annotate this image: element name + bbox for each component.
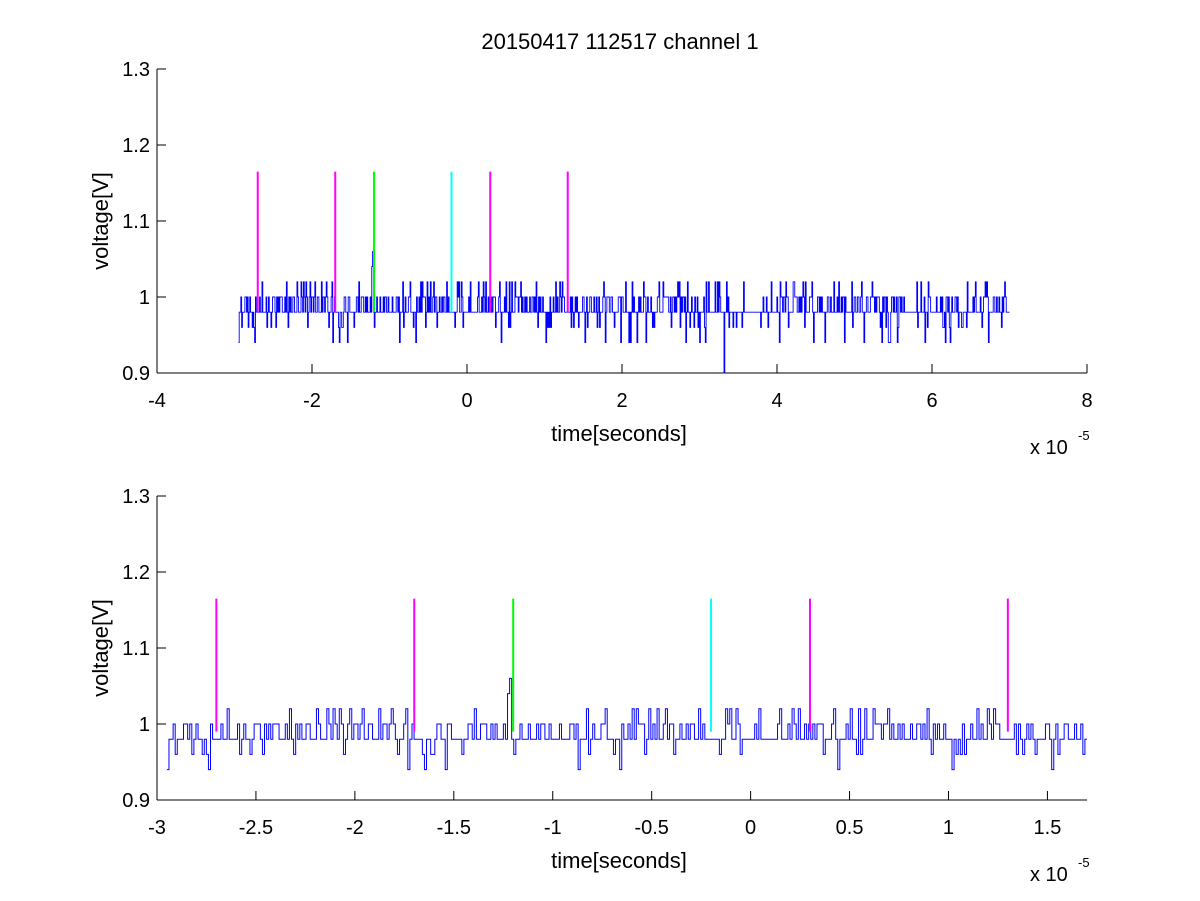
figure-title: 20150417 112517 channel 1: [481, 29, 758, 54]
x-exponent-value: -5: [1078, 428, 1090, 443]
x-tick-label: -2: [346, 817, 364, 839]
x-tick-label: 1: [943, 817, 954, 839]
bottom-subplot: -3 -2.5 -2 -1.5 -1 -0.5 0 0.5 1 1.5 0.9 1 1.1 1.2 1.3 t…: [88, 486, 1090, 886]
x-axis-label: time[seconds]: [551, 421, 687, 446]
x-tick-label: -2.5: [239, 817, 273, 839]
y-tick-label: 1.2: [122, 562, 150, 584]
x-exponent-label: x 10: [1030, 864, 1068, 886]
x-tick-label: -0.5: [634, 817, 668, 839]
y-tick-label: 0.9: [122, 363, 150, 385]
top-subplot: -4 -2 0 2 4 6 8 0.9 1 1.1 1.2 1.3 time[seconds] volta…: [88, 59, 1093, 459]
x-tick-label: 6: [926, 390, 937, 412]
x-tick-label: 8: [1081, 390, 1092, 412]
x-tick-label: -2: [303, 390, 321, 412]
x-tick-label: 4: [771, 390, 782, 412]
x-tick-label: 1.5: [1034, 817, 1062, 839]
x-tick-label: 2: [616, 390, 627, 412]
y-axis-label: voltage[V]: [88, 599, 113, 697]
y-tick-label: 1.3: [122, 59, 150, 81]
x-tick-label: -3: [148, 817, 166, 839]
x-tick-label: 0.5: [836, 817, 864, 839]
signal-trace: [166, 677, 1087, 771]
y-tick-label: 1.2: [122, 135, 150, 157]
y-tick-label: 1.1: [122, 638, 150, 660]
x-tick-label: 0: [745, 817, 756, 839]
x-exponent-value: -5: [1078, 855, 1090, 870]
x-tick-label: -1.5: [437, 817, 471, 839]
y-tick-label: 1: [139, 287, 150, 309]
y-tick-label: 0.9: [122, 790, 150, 812]
y-tick-label: 1.3: [122, 486, 150, 508]
y-tick-label: 1.1: [122, 211, 150, 233]
x-axis-label: time[seconds]: [551, 848, 687, 873]
x-tick-label: -1: [544, 817, 562, 839]
y-axis-label: voltage[V]: [88, 172, 113, 270]
signal-trace: [238, 250, 1010, 374]
x-tick-label: -4: [148, 390, 166, 412]
x-tick-label: 0: [461, 390, 472, 412]
y-tick-label: 1: [139, 714, 150, 736]
x-exponent-label: x 10: [1030, 437, 1068, 459]
